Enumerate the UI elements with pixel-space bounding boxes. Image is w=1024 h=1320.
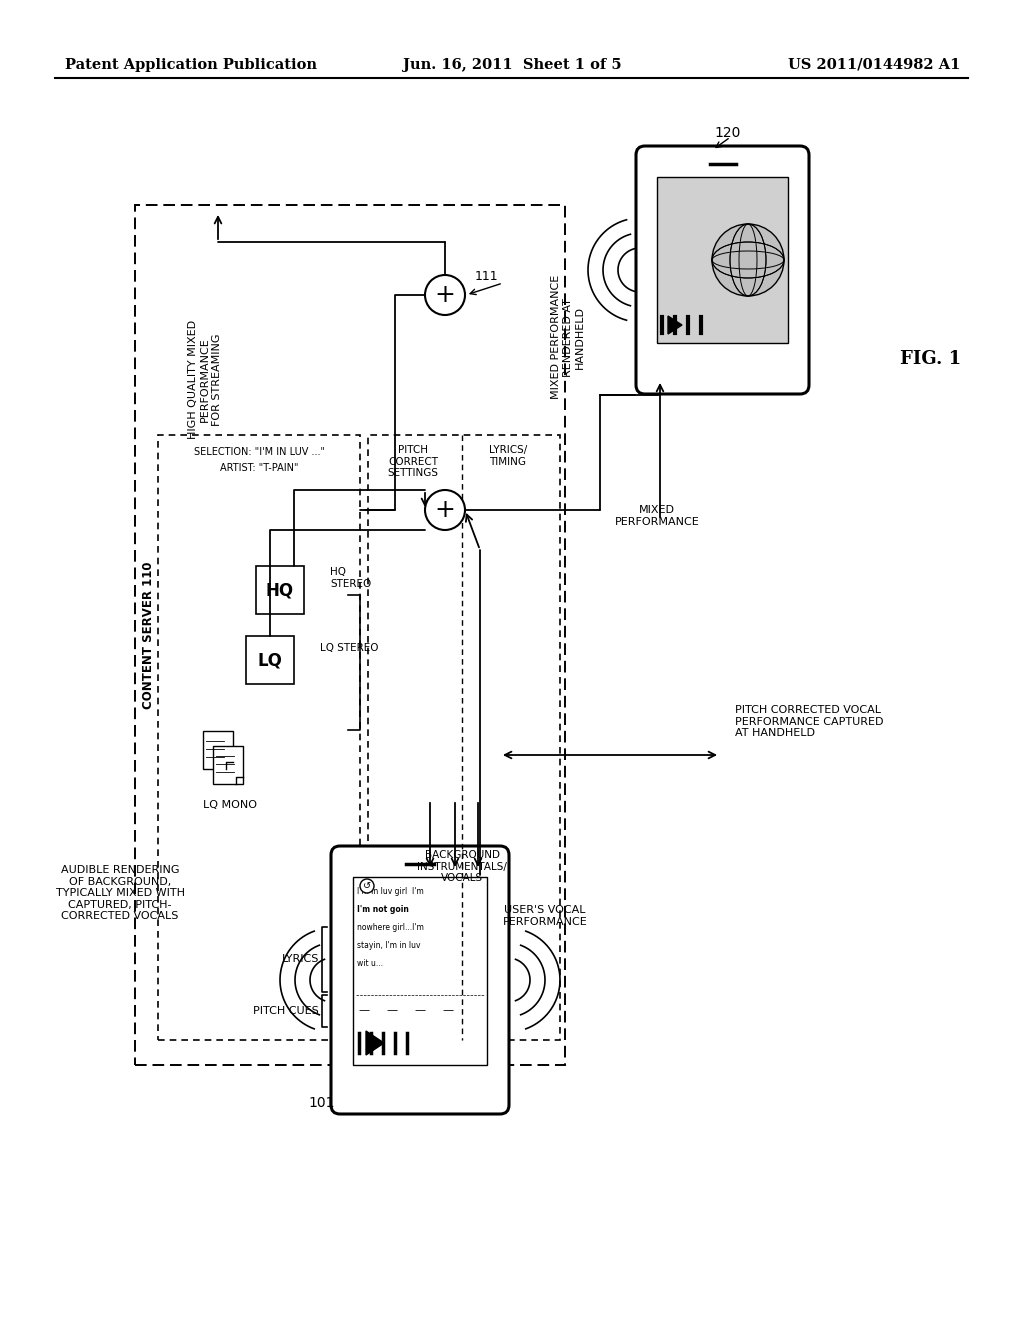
FancyBboxPatch shape <box>636 147 809 393</box>
Polygon shape <box>366 1031 384 1055</box>
Circle shape <box>360 879 374 894</box>
Text: I'm in luv girl  I'm: I'm in luv girl I'm <box>357 887 424 896</box>
Text: LQ: LQ <box>258 651 283 669</box>
Text: I'm not goin: I'm not goin <box>357 906 409 913</box>
FancyBboxPatch shape <box>353 876 487 1065</box>
Text: nowhere girl...I'm: nowhere girl...I'm <box>357 923 424 932</box>
Text: CONTENT SERVER 110: CONTENT SERVER 110 <box>141 561 155 709</box>
Text: SELECTION: "I'M IN LUV ...": SELECTION: "I'M IN LUV ..." <box>194 447 325 457</box>
Text: LQ MONO: LQ MONO <box>203 800 257 810</box>
Bar <box>203 731 233 770</box>
Text: HQ
STEREO: HQ STEREO <box>330 568 372 589</box>
FancyBboxPatch shape <box>331 846 509 1114</box>
Text: +: + <box>434 282 456 308</box>
Text: 111: 111 <box>475 271 499 282</box>
Text: 120: 120 <box>715 125 740 140</box>
Text: —: — <box>414 1005 425 1015</box>
Text: —: — <box>442 1005 454 1015</box>
Text: HQ: HQ <box>266 581 294 599</box>
Text: BACKGROUND
INSTRUMENTALS/
VOCALS: BACKGROUND INSTRUMENTALS/ VOCALS <box>417 850 507 883</box>
FancyBboxPatch shape <box>657 177 788 343</box>
Text: Patent Application Publication: Patent Application Publication <box>65 58 317 73</box>
Text: HIGH QUALITY MIXED
PERFORMANCE
FOR STREAMING: HIGH QUALITY MIXED PERFORMANCE FOR STREA… <box>188 319 221 440</box>
Text: PITCH CUES: PITCH CUES <box>253 1006 319 1016</box>
Text: PITCH CORRECTED VOCAL
PERFORMANCE CAPTURED
AT HANDHELD: PITCH CORRECTED VOCAL PERFORMANCE CAPTUR… <box>735 705 884 738</box>
Text: ↺: ↺ <box>362 880 371 891</box>
Circle shape <box>712 224 784 296</box>
FancyBboxPatch shape <box>246 636 294 684</box>
Text: +: + <box>434 498 456 521</box>
Text: LYRICS/
TIMING: LYRICS/ TIMING <box>488 445 527 466</box>
Text: FIG. 1: FIG. 1 <box>900 350 962 368</box>
Text: wit u...: wit u... <box>357 960 383 968</box>
Text: MIXED
PERFORMANCE: MIXED PERFORMANCE <box>615 506 699 527</box>
Polygon shape <box>668 315 682 334</box>
Text: US 2011/0144982 A1: US 2011/0144982 A1 <box>787 58 961 73</box>
Text: —: — <box>358 1005 369 1015</box>
Text: USER'S VOCAL
PERFORMANCE: USER'S VOCAL PERFORMANCE <box>503 906 588 927</box>
Text: 101: 101 <box>308 1096 335 1110</box>
Circle shape <box>425 490 465 531</box>
Text: —: — <box>386 1005 397 1015</box>
Text: Jun. 16, 2011  Sheet 1 of 5: Jun. 16, 2011 Sheet 1 of 5 <box>402 58 622 73</box>
Circle shape <box>425 275 465 315</box>
FancyBboxPatch shape <box>256 566 304 614</box>
Text: LQ STEREO: LQ STEREO <box>319 643 379 653</box>
Bar <box>213 746 243 784</box>
Text: MIXED PERFORMANCE
RENDERED AT
HANDHELD: MIXED PERFORMANCE RENDERED AT HANDHELD <box>551 275 585 399</box>
Text: ARTIST: "T-PAIN": ARTIST: "T-PAIN" <box>220 463 298 473</box>
Text: AUDIBLE RENDERING
OF BACKGROUND,
TYPICALLY MIXED WITH
CAPTURED, PITCH-
CORRECTED: AUDIBLE RENDERING OF BACKGROUND, TYPICAL… <box>55 865 184 921</box>
Text: stayin, I'm in luv: stayin, I'm in luv <box>357 941 421 950</box>
Text: LYRICS: LYRICS <box>282 954 319 965</box>
Text: PITCH
CORRECT
SETTINGS: PITCH CORRECT SETTINGS <box>387 445 438 478</box>
